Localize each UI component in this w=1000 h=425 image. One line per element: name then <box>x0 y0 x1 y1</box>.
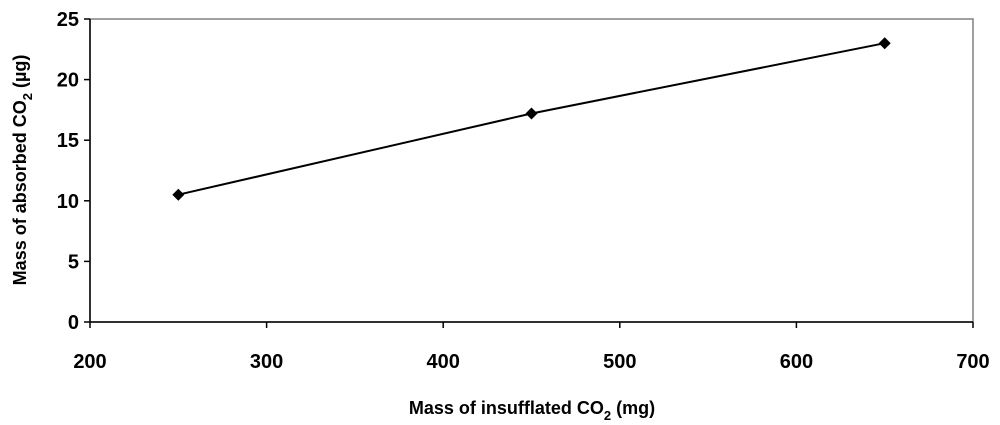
y-axis-title: Mass of absorbed CO2 (µg) <box>10 55 35 286</box>
x-axis-title-unit: (mg) <box>611 398 655 418</box>
y-axis-title-main: Mass of absorbed CO <box>10 100 30 285</box>
x-tick-label: 500 <box>603 351 636 373</box>
x-axis-title-main: Mass of insufflated CO <box>409 398 604 418</box>
x-axis-title-subscript: 2 <box>604 408 611 423</box>
y-tick-label: 20 <box>57 70 79 92</box>
x-tick-label: 700 <box>956 351 989 373</box>
x-tick-label: 400 <box>427 351 460 373</box>
y-tick-label: 25 <box>57 9 79 31</box>
y-tick-label: 15 <box>57 130 79 152</box>
y-tick-label: 5 <box>68 251 79 273</box>
y-tick-label: 10 <box>57 191 79 213</box>
x-tick-label: 300 <box>250 351 283 373</box>
x-tick-label: 600 <box>780 351 813 373</box>
data-point-marker <box>878 37 891 50</box>
x-tick-label: 200 <box>73 351 106 373</box>
x-axis: 200 300 400 500 600 700 <box>73 321 990 373</box>
data-point-marker <box>525 107 538 120</box>
y-axis: 0 5 10 15 20 25 <box>57 9 91 334</box>
data-point-marker <box>172 188 185 201</box>
series-group <box>172 37 891 201</box>
plot-frame <box>89 18 974 323</box>
y-axis-title-unit: (µg) <box>10 55 30 93</box>
y-tick-label: 0 <box>68 312 79 334</box>
x-axis-title: Mass of insufflated CO2 (mg) <box>409 398 655 423</box>
y-axis-title-subscript: 2 <box>20 93 35 100</box>
